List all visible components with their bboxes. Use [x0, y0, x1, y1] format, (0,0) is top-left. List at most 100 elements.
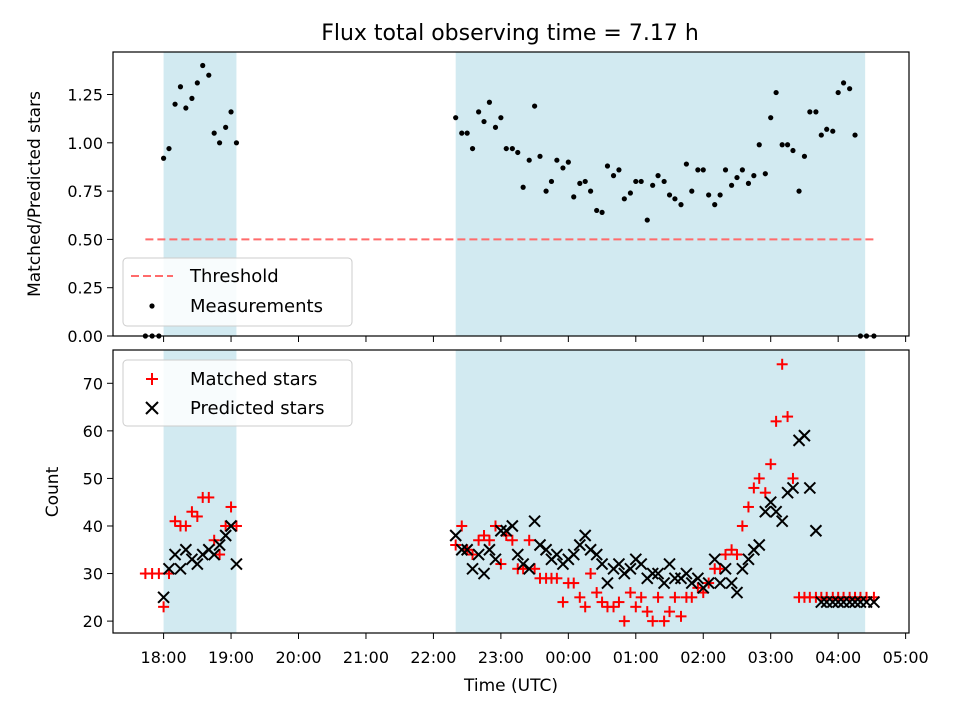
legend-measurement-label: Measurements — [190, 296, 323, 317]
predicted-star-point — [736, 562, 749, 575]
measurement-point — [560, 165, 566, 171]
predicted-star-point — [472, 548, 485, 561]
predicted-star-point — [506, 519, 519, 533]
measurement-point — [228, 109, 234, 115]
x-axis-label: Time (UTC) — [463, 676, 558, 696]
predicted-star-point — [219, 529, 232, 542]
top-legend-box — [122, 257, 353, 327]
bottom-x-ticks: 18:00 19:00 20:00 21:00 22:00 23:00 00:00 01:00… — [141, 633, 929, 667]
measurement-point — [599, 209, 605, 215]
measurement-point — [554, 157, 560, 163]
measurement-point — [840, 80, 847, 86]
y-tick-label: 0.75 — [67, 182, 103, 201]
measurement-point — [706, 192, 712, 198]
x-tick-label: 03:00 — [748, 648, 794, 667]
predicted-star-point — [230, 557, 243, 571]
x-tick-label: 05:00 — [883, 648, 929, 667]
predicted-star-point — [455, 543, 468, 556]
matched-star-point — [736, 520, 748, 532]
measurement-point — [813, 109, 819, 115]
measurement-point — [582, 178, 588, 185]
predicted-star-point — [466, 562, 479, 575]
measurement-point — [745, 180, 752, 186]
measurement-point — [751, 173, 757, 179]
matched-star-point — [669, 591, 681, 603]
measurement-point — [683, 161, 689, 167]
matched-star-point — [782, 411, 794, 423]
predicted-star-point — [867, 595, 881, 609]
predicted-star-point — [624, 562, 637, 575]
predicted-star-point — [191, 557, 204, 571]
measurement-point — [604, 163, 611, 169]
measurement-point — [616, 167, 622, 173]
measurement-point — [790, 147, 796, 154]
chart-title: Flux total observing time = 7.17 h — [321, 21, 699, 46]
matched-star-point — [180, 520, 192, 532]
x-tick-label: 22:00 — [410, 648, 456, 667]
measurement-point — [847, 86, 853, 92]
predicted-star-point — [719, 562, 732, 575]
measurement-point — [773, 89, 779, 96]
predicted-star-point — [460, 543, 474, 556]
y-tick-label: 0.00 — [67, 327, 103, 346]
predicted-star-point — [657, 576, 671, 590]
matched-star-point — [770, 415, 782, 427]
measurement-point — [509, 145, 515, 152]
measurement-point — [223, 124, 229, 130]
matched-star-point — [551, 572, 563, 584]
measurement-point — [469, 145, 476, 152]
predicted-star-point — [601, 576, 614, 590]
predicted-star-point — [759, 505, 772, 518]
legend-measurement-swatch — [149, 303, 155, 309]
measurement-point — [830, 128, 836, 134]
matched-star-point — [579, 601, 591, 613]
predicted-star-point — [213, 538, 226, 552]
predicted-star-point — [157, 591, 170, 604]
predicted-star-point — [691, 572, 705, 585]
matched-star-point — [748, 482, 760, 494]
predicted-star-point — [511, 548, 524, 561]
x-tick-label: 19:00 — [208, 648, 254, 667]
matched-star-point — [585, 568, 597, 580]
measurement-point — [486, 99, 493, 105]
measurement-point — [695, 167, 701, 173]
top-shaded-intervals — [163, 52, 866, 336]
measurement-point — [166, 145, 172, 152]
x-tick-label: 04:00 — [815, 648, 861, 667]
measurement-point — [700, 167, 706, 173]
predicted-star-point — [224, 519, 238, 533]
measurement-point — [577, 180, 583, 186]
top-legend: Threshold Measurements — [122, 257, 353, 327]
y-tick-label: 70 — [83, 374, 103, 393]
matched-star-point — [478, 529, 490, 541]
top-y-ticks: 0.00 0.25 0.50 0.75 1.00 1.25 — [67, 86, 113, 346]
measurement-point — [548, 178, 555, 185]
measurement-point — [627, 190, 634, 196]
matched-star-point — [686, 591, 698, 603]
measurement-point — [233, 140, 240, 146]
predicted-star-point — [831, 595, 845, 609]
measurement-point — [835, 89, 841, 96]
measurement-point — [762, 171, 768, 177]
y-tick-label: 1.00 — [67, 134, 103, 153]
measurement-point — [728, 182, 735, 188]
predicted-star-point — [809, 524, 823, 537]
measurement-point — [818, 132, 824, 138]
measurement-point — [594, 207, 600, 214]
measurement-point — [476, 109, 482, 115]
measurement-point — [503, 145, 509, 152]
legend-matched-label: Matched stars — [190, 369, 317, 390]
predicted-star-point — [174, 562, 187, 575]
measurement-point — [216, 140, 223, 146]
top-axes-frame — [112, 51, 910, 337]
predicted-star-point — [651, 567, 665, 580]
predicted-star-point — [753, 538, 766, 552]
top-y-label: Matched/Predicted stars — [25, 91, 45, 297]
matched-star-point — [574, 591, 586, 603]
measurement-point — [666, 192, 673, 198]
y-tick-label: 30 — [83, 565, 103, 584]
matched-star-point — [647, 615, 659, 627]
measurement-point — [189, 95, 195, 101]
bottom-axes-frame — [112, 349, 910, 634]
predicted-star-point — [764, 495, 777, 509]
